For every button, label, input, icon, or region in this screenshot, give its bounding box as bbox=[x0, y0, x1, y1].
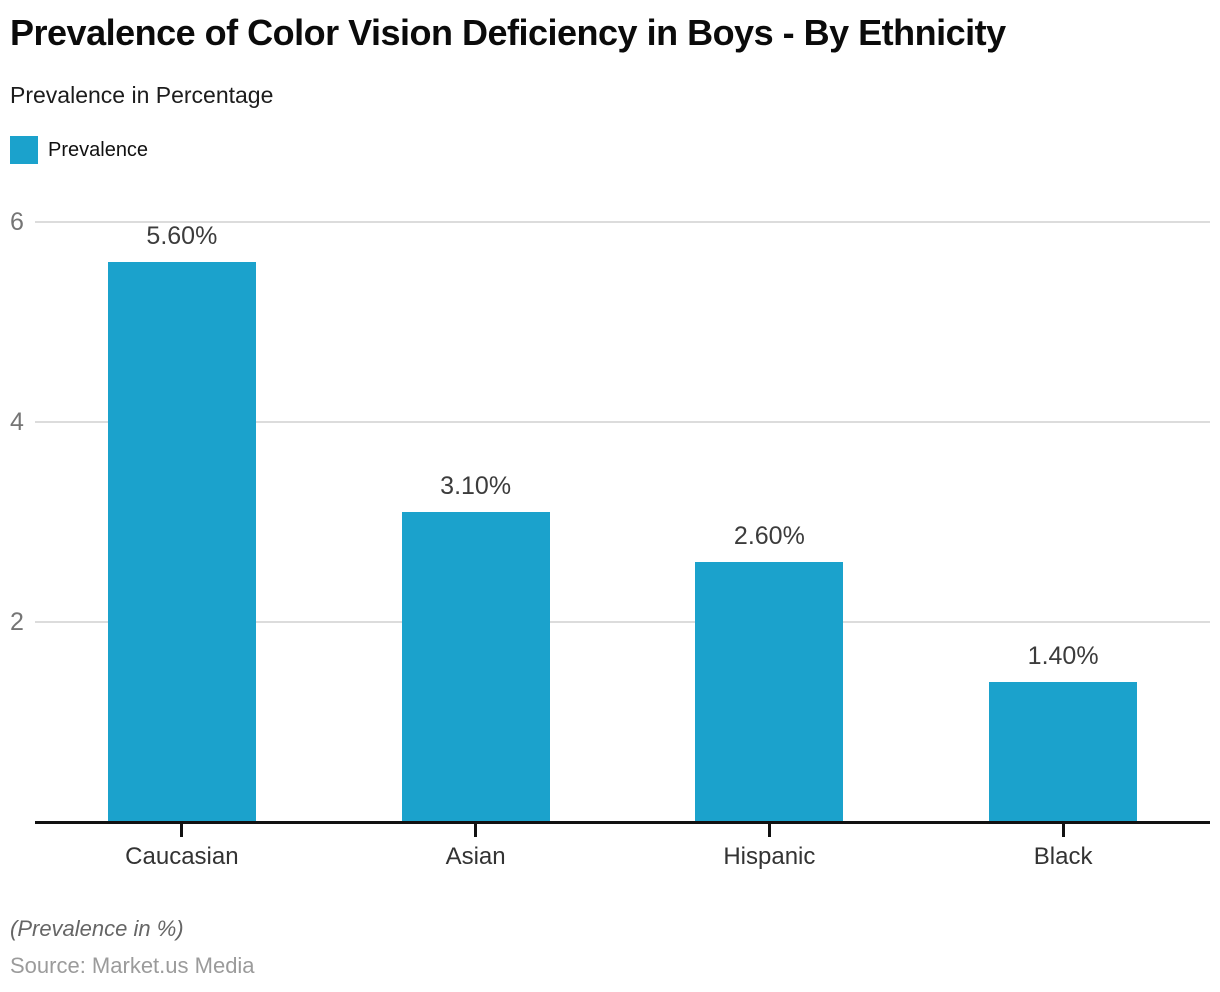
y-axis-tick-label: 2 bbox=[10, 608, 24, 636]
bar-asian bbox=[401, 512, 550, 822]
source-text: Source: Market.us Media bbox=[10, 953, 255, 978]
x-axis-line bbox=[35, 821, 1210, 824]
bar-value-label: 5.60% bbox=[146, 222, 218, 250]
chart-subtitle: Prevalence in Percentage bbox=[10, 82, 274, 108]
x-axis-tick bbox=[474, 824, 478, 837]
y-axis-tick-label: 4 bbox=[10, 408, 24, 436]
legend: Prevalence bbox=[10, 136, 148, 164]
x-axis-category-label: Black bbox=[1033, 843, 1093, 870]
x-axis-category-label: Caucasian bbox=[125, 843, 239, 870]
x-axis-tick bbox=[180, 824, 184, 837]
legend-label: Prevalence bbox=[48, 138, 149, 161]
bar-value-label: 3.10% bbox=[440, 472, 512, 500]
x-axis-tick bbox=[1061, 824, 1065, 837]
x-axis-category-label: Hispanic bbox=[723, 843, 816, 870]
x-axis-tick bbox=[767, 824, 771, 837]
bar-value-label: 2.60% bbox=[733, 522, 805, 550]
bar-chart: 2 4 6 5.60% Caucasian 3.10% Asian 2.60% Hispanic… bbox=[10, 208, 1210, 870]
chart-title: Prevalence of Color Vision Deficiency in… bbox=[10, 12, 1006, 53]
bar-value-label: 1.40% bbox=[1027, 642, 1099, 670]
bar-caucasian bbox=[107, 262, 256, 822]
gridline bbox=[35, 221, 1210, 223]
legend-swatch-icon bbox=[10, 136, 38, 164]
y-axis-tick-label: 6 bbox=[10, 208, 24, 236]
gridline bbox=[35, 421, 1210, 423]
footnote: (Prevalence in %) bbox=[10, 916, 184, 941]
bar-hispanic bbox=[695, 562, 844, 822]
bar-black bbox=[989, 682, 1138, 822]
gridline bbox=[35, 621, 1210, 623]
x-axis-category-label: Asian bbox=[445, 843, 506, 870]
